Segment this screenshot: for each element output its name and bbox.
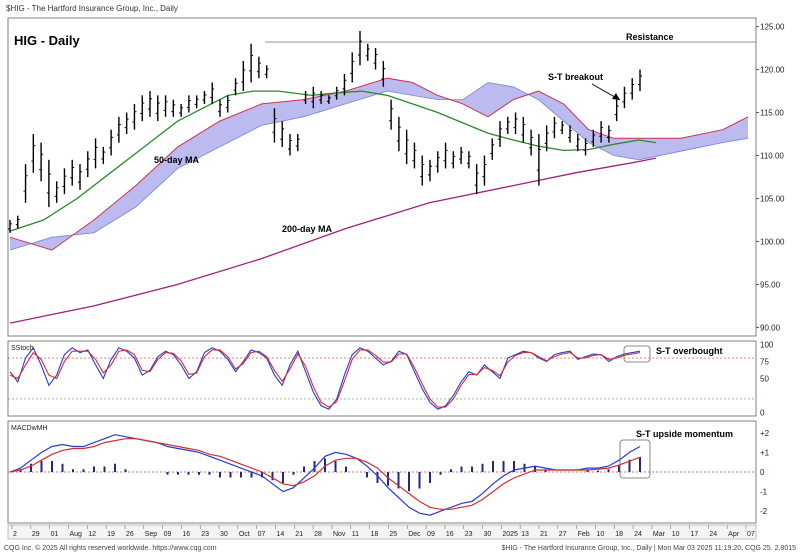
y-tick-label: 110.00 xyxy=(760,152,784,161)
x-tick-label: 23 xyxy=(201,531,209,538)
ma200-line xyxy=(9,157,656,324)
x-tick-label: 09 xyxy=(427,531,435,538)
x-tick-label: Aug xyxy=(69,531,82,538)
x-tick-label: Apr xyxy=(728,531,740,538)
price-panel: 90.00 95.00 100.00 105.00 110.00 115.00 120.00… xyxy=(7,17,785,337)
x-tick-label: 14 xyxy=(276,531,284,538)
y-tick-label: 105.00 xyxy=(760,194,785,203)
x-tick-label: Feb xyxy=(578,531,590,538)
x-tick-label: 2025 xyxy=(502,531,518,538)
x-tick-label: 17 xyxy=(691,531,699,538)
x-tick-label: Oct xyxy=(239,531,250,538)
x-tick-label: 07 xyxy=(747,531,755,538)
annotation-st-upside-momentum: S-T upside momentum xyxy=(636,429,733,439)
macd-panel: +2 +1 0 -1 -2 MACDwMH S-T upside momentum xyxy=(7,420,770,524)
macd-y-label: -1 xyxy=(760,488,768,497)
x-tick-label: 09 xyxy=(164,531,172,538)
macd-title: MACDwMH xyxy=(11,425,48,432)
x-tick-label: 11 xyxy=(352,531,359,538)
x-tick-label: 10 xyxy=(672,531,680,538)
x-tick-label: 28 xyxy=(314,531,322,538)
macd-y-label: +2 xyxy=(760,429,770,438)
x-tick-label: 01 xyxy=(51,531,59,538)
x-tick-label: Nov xyxy=(333,531,346,538)
stoch-y-label: 100 xyxy=(760,340,774,349)
macd-y-label: 0 xyxy=(760,468,765,477)
stoch-y-label: 0 xyxy=(760,409,765,418)
y-tick-label: 100.00 xyxy=(760,237,785,246)
macd-line xyxy=(9,434,641,516)
x-tick-label: Dec xyxy=(408,531,421,538)
stoch-panel-frame xyxy=(7,340,757,417)
overbought-highlight-box xyxy=(623,345,651,363)
annotation-50day-ma: 50-day MA xyxy=(154,155,200,165)
x-tick-label: 24 xyxy=(709,531,717,538)
stoch-d-line xyxy=(9,349,641,408)
x-tick-label: 27 xyxy=(559,531,567,538)
x-tick-label: 26 xyxy=(126,531,134,538)
cloud-lower-line xyxy=(9,82,749,251)
x-tick-label: 16 xyxy=(446,531,454,538)
y-tick-label: 90.00 xyxy=(760,323,781,332)
ichimoku-cloud xyxy=(10,78,748,251)
x-tick-label: 19 xyxy=(107,531,115,538)
x-tick-label: 2 xyxy=(13,531,17,538)
macd-y-label: -2 xyxy=(760,507,768,516)
y-tick-label: 120.00 xyxy=(760,66,785,75)
x-tick-label: 30 xyxy=(220,531,228,538)
x-tick-label: 29 xyxy=(32,531,40,538)
chart-title: HIG - Daily xyxy=(14,33,81,48)
x-tick-label: 13 xyxy=(521,531,529,538)
price-panel-frame xyxy=(7,17,757,337)
breakout-arrow-head xyxy=(612,93,620,100)
x-tick-label: Mar xyxy=(653,531,666,538)
stoch-y-label: 50 xyxy=(760,375,769,384)
x-tick-label: 23 xyxy=(465,531,473,538)
annotation-resistance: Resistance xyxy=(626,32,674,42)
ma50-line xyxy=(9,90,656,232)
stoch-k-line xyxy=(9,346,641,410)
x-tick-label: 21 xyxy=(540,531,548,538)
x-tick-label: 30 xyxy=(484,531,492,538)
x-tick-label: Sep xyxy=(145,531,158,538)
stoch-panel: 0 50 75 100 SStoch S-T overbought xyxy=(7,340,774,418)
x-tick-label: 18 xyxy=(615,531,623,538)
stoch-title: SStoch xyxy=(11,345,34,352)
x-tick-label: 21 xyxy=(295,531,303,538)
x-axis-strip xyxy=(7,524,757,540)
x-tick-label: 12 xyxy=(88,531,96,538)
x-tick-label: 10 xyxy=(596,531,604,538)
cloud-upper-line xyxy=(9,77,749,251)
annotation-200day-ma: 200-day MA xyxy=(282,224,333,234)
momentum-highlight-box xyxy=(619,439,651,479)
footer-left: CQG Inc. © 2025 All rights reserved worl… xyxy=(4,545,217,552)
y-tick-label: 125.00 xyxy=(760,23,785,32)
x-tick-label: 16 xyxy=(182,531,190,538)
x-axis: 2 29 01 Aug 12 19 26 Sep 09 16 23 30 Oct 07 14 21 28 Nov 1… xyxy=(7,524,757,540)
chart-header: $HIG - The Hartford Insurance Group, Inc… xyxy=(6,4,178,13)
annotation-st-breakout: S-T breakout xyxy=(548,72,603,82)
x-tick-label: 25 xyxy=(389,531,397,538)
x-tick-label: 24 xyxy=(634,531,642,538)
macd-y-label: +1 xyxy=(760,448,770,457)
y-tick-label: 115.00 xyxy=(760,109,784,118)
annotation-st-overbought: S-T overbought xyxy=(656,346,723,356)
footer-right: $HIG - The Hartford Insurance Group, Inc… xyxy=(501,545,796,552)
x-tick-label: 07 xyxy=(258,531,266,538)
stoch-y-label: 75 xyxy=(760,357,769,366)
y-tick-label: 95.00 xyxy=(760,280,781,289)
x-tick-label: 18 xyxy=(371,531,379,538)
macd-signal-line xyxy=(9,438,641,510)
